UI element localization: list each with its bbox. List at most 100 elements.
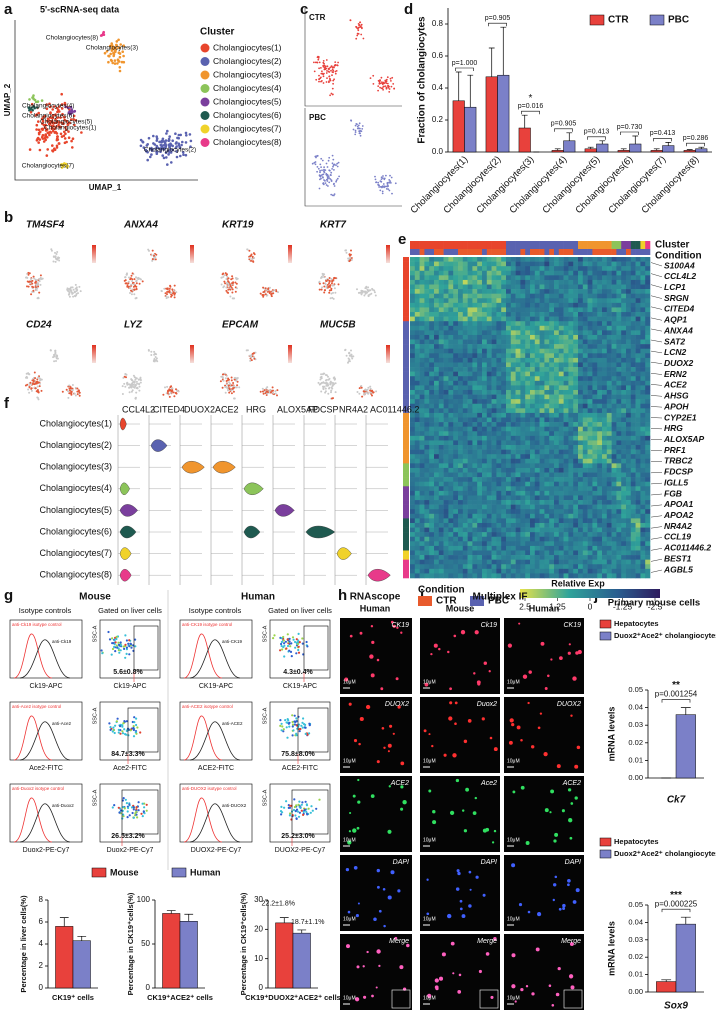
heatmap-cell xyxy=(419,257,425,262)
heatmap-cell xyxy=(578,449,584,455)
heatmap-cell xyxy=(578,495,584,501)
heatmap-cell xyxy=(563,559,569,565)
heatmap-cell xyxy=(486,307,492,313)
cell-dot xyxy=(109,52,112,56)
heatmap-cell xyxy=(467,495,473,501)
cell-dot xyxy=(238,386,241,389)
heatmap-cell xyxy=(443,518,449,524)
cell-dot xyxy=(61,122,64,125)
error-bar xyxy=(500,26,507,76)
heatmap-cell xyxy=(558,495,564,501)
heatmap-cell xyxy=(419,440,425,446)
heatmap-cell xyxy=(453,371,459,377)
heatmap-cell xyxy=(453,541,459,547)
cell-dot xyxy=(68,392,71,395)
heatmap-cell xyxy=(438,353,444,359)
heatmap-cell xyxy=(501,472,507,478)
heatmap-cell xyxy=(606,573,612,579)
heatmap-cell xyxy=(482,289,488,294)
heatmap-cell xyxy=(438,302,444,308)
heatmap-cell xyxy=(549,307,555,313)
heatmap-cell xyxy=(458,564,464,570)
cell-dot xyxy=(42,115,45,119)
heatmap-cell xyxy=(549,344,555,350)
heatmap-cell xyxy=(458,330,464,336)
heatmap-cell xyxy=(501,302,507,308)
cell-dot xyxy=(68,295,71,298)
heatmap-cell xyxy=(491,463,497,469)
heatmap-cell xyxy=(611,458,617,464)
heatmap-cell xyxy=(477,472,483,478)
heatmap-cell xyxy=(582,486,588,492)
heatmap-cell xyxy=(606,504,612,510)
heatmap-cell xyxy=(491,298,497,304)
heatmap-cell xyxy=(472,509,478,515)
cell-dot xyxy=(325,280,328,282)
heatmap-cell xyxy=(592,532,598,538)
cell-dot xyxy=(133,386,136,389)
heatmap-cell xyxy=(592,564,598,570)
heatmap-cell xyxy=(482,509,488,515)
cell-dot xyxy=(124,276,127,279)
heatmap-cell xyxy=(467,321,473,327)
heatmap-cell xyxy=(458,417,464,423)
heatmap-cell xyxy=(568,389,574,395)
heatmap-cell xyxy=(491,527,497,533)
heatmap-cell xyxy=(414,472,420,478)
heatmap-cell xyxy=(429,357,435,363)
heatmap-cell xyxy=(510,403,516,409)
cell-dot xyxy=(62,164,65,168)
cell-dot xyxy=(166,390,169,393)
heatmap-cell xyxy=(414,394,420,400)
heatmap-cell xyxy=(419,568,425,574)
cell-dot xyxy=(314,61,317,64)
heatmap-cell xyxy=(606,550,612,556)
heatmap-cell xyxy=(434,449,440,455)
heatmap-cell xyxy=(582,545,588,551)
heatmap-cell xyxy=(549,270,555,276)
heatmap-cell xyxy=(510,545,516,551)
heatmap-cell xyxy=(558,555,564,560)
heatmap-cell xyxy=(448,550,454,556)
heatmap-cell xyxy=(462,325,468,331)
heatmap-cell xyxy=(506,266,512,272)
cell-dot xyxy=(46,148,49,151)
heatmap-cell xyxy=(554,500,560,505)
cell-dot xyxy=(330,174,332,177)
heatmap-cell xyxy=(515,312,521,317)
heatmap-cell xyxy=(472,367,478,372)
heatmap-cell xyxy=(462,293,468,299)
heatmap-cell xyxy=(582,357,588,363)
heatmap-cell xyxy=(515,454,521,460)
heatmap-cell xyxy=(458,532,464,538)
heatmap-cell xyxy=(462,394,468,400)
heatmap-cell xyxy=(573,426,579,432)
heatmap-cell xyxy=(486,513,492,519)
heatmap-cell xyxy=(611,403,617,409)
heatmap-cell xyxy=(458,293,464,299)
heatmap-cell xyxy=(453,357,459,363)
cell-dot xyxy=(37,141,40,144)
heatmap-cell xyxy=(501,348,507,354)
heatmap-cell xyxy=(602,522,608,528)
heatmap-cell xyxy=(453,348,459,354)
heatmap-cell xyxy=(554,541,560,547)
heatmap-cell xyxy=(486,458,492,464)
heatmap-cell xyxy=(611,445,617,450)
heatmap-cell xyxy=(419,279,425,285)
heatmap-cell xyxy=(602,353,608,359)
heatmap-cell xyxy=(438,564,444,570)
heatmap-cell xyxy=(438,445,444,450)
cluster-track xyxy=(429,241,435,249)
heatmap-cell xyxy=(534,302,540,308)
heatmap-cell xyxy=(602,362,608,368)
heatmap-cell xyxy=(438,440,444,446)
heatmap-cell xyxy=(477,431,483,437)
heatmap-cell xyxy=(525,389,531,395)
heatmap-cell xyxy=(554,312,560,317)
cell-dot xyxy=(386,185,389,188)
cell-dot xyxy=(166,163,169,166)
cell-dot xyxy=(36,297,39,300)
heatmap-cell xyxy=(592,261,598,267)
heatmap-cell xyxy=(582,279,588,285)
